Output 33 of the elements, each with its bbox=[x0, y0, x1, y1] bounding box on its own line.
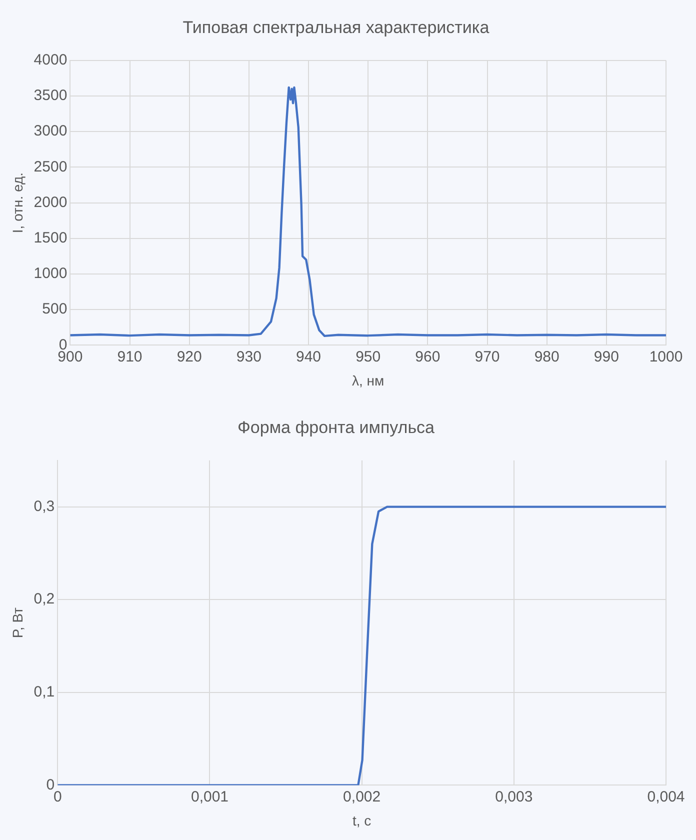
x-axis-title: t, с bbox=[352, 812, 372, 828]
chart-title: Форма фронта импульса bbox=[237, 418, 436, 437]
y-tick-label: 0,1 bbox=[34, 684, 55, 701]
x-tick-label: 940 bbox=[296, 348, 322, 366]
x-tick-label: 950 bbox=[356, 348, 381, 366]
x-tick-label: 1000 bbox=[649, 348, 683, 366]
y-axis-title: I, отн. ед. bbox=[9, 172, 26, 234]
y-tick-label: 4000 bbox=[34, 52, 68, 69]
y-axis-title: P, Вт bbox=[9, 606, 26, 638]
x-tick-label: 970 bbox=[474, 348, 500, 366]
y-tick-label: 3000 bbox=[34, 122, 68, 140]
x-tick-label: 990 bbox=[594, 348, 619, 366]
x-tick-label: 0,001 bbox=[190, 788, 229, 806]
x-tick-label: 0,003 bbox=[495, 788, 533, 806]
x-axis-title: λ, нм bbox=[352, 372, 384, 388]
y-tick-label: 1500 bbox=[34, 230, 68, 247]
y-tick-label: 2500 bbox=[34, 158, 68, 176]
y-tick-label: 0 bbox=[46, 776, 55, 794]
x-tick-label: 980 bbox=[534, 348, 560, 366]
y-tick-label: 0,2 bbox=[34, 590, 55, 608]
y-tick-label: 1000 bbox=[34, 265, 68, 282]
x-tick-label: 930 bbox=[236, 348, 262, 366]
x-tick-label: 0,004 bbox=[647, 788, 685, 806]
x-tick-label: 920 bbox=[176, 348, 202, 366]
x-tick-label: 0,002 bbox=[343, 788, 381, 806]
chart-title: Типовая спектральная характеристика bbox=[182, 18, 490, 37]
x-tick-label: 900 bbox=[58, 348, 83, 366]
y-tick-label: 500 bbox=[42, 300, 68, 318]
y-tick-label: 0,3 bbox=[34, 498, 55, 515]
x-tick-label: 960 bbox=[415, 348, 440, 366]
x-tick-label: 910 bbox=[117, 348, 142, 366]
y-tick-label: 2000 bbox=[34, 194, 68, 211]
y-tick-label: 3500 bbox=[34, 87, 68, 104]
